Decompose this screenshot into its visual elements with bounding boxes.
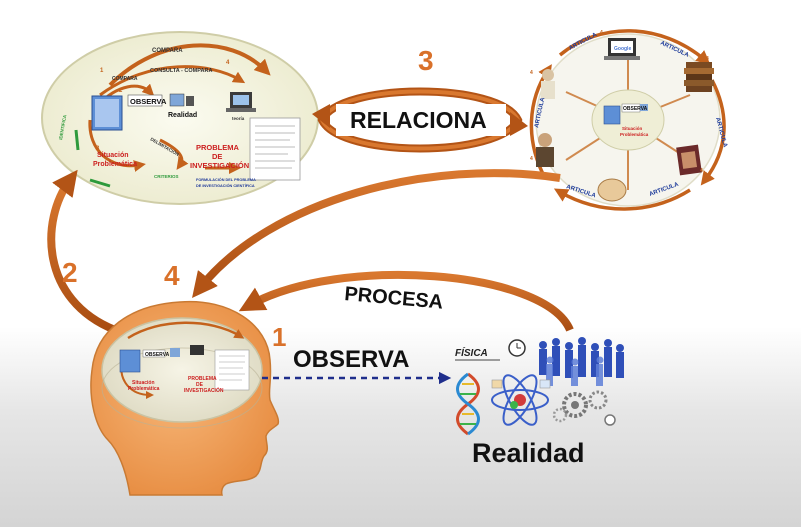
- pm-problema-line2: DE: [212, 152, 222, 161]
- relaciona-label: RELACIONA: [350, 107, 487, 133]
- arrow-procesa: [238, 270, 574, 332]
- rm-num-4e: 4: [530, 156, 533, 162]
- realidad-collage: FÍSICA: [455, 337, 624, 468]
- pm-num-2: 2: [119, 88, 123, 94]
- pm-realidad-label: Realidad: [168, 112, 197, 119]
- relation-map: [529, 29, 726, 211]
- relaciona-double-arrow: RELACIONA: [312, 87, 528, 153]
- arrow-step-4: [192, 169, 561, 299]
- pm-identifica-label: IDENTIFICA: [58, 114, 67, 140]
- step-3-number: 3: [418, 45, 434, 76]
- rm-observa-label: OBSERVA: [623, 106, 648, 112]
- fisica-label: FÍSICA: [455, 346, 488, 359]
- rm-situacion-line1: Situación: [622, 126, 643, 131]
- step-4-number: 4: [164, 260, 180, 291]
- pm-compara-small-label: COMPARA: [112, 76, 138, 82]
- observa-label: OBSERVA: [293, 346, 409, 373]
- rm-google-label: Google: [614, 46, 631, 52]
- pm-problema-line1: PROBLEMA: [196, 143, 240, 152]
- pm-compara-label: COMPARA: [152, 48, 183, 54]
- head-problema-line2: DE: [196, 382, 204, 388]
- process-map-texts: COMPARA CONSULTA - COMPARA COMPARA OBSER…: [58, 48, 256, 188]
- pm-problema-line3: INVESTIGACIÓN: [190, 161, 249, 170]
- rm-num-4b: 4: [706, 56, 709, 62]
- pm-teoria-label: teoría: [232, 116, 245, 121]
- pm-observa-label: OBSERVA: [130, 97, 167, 106]
- head-silhouette: PROBLEMA DE INVESTIGACIÓN Situación Prob…: [90, 300, 280, 496]
- step-2-number: 2: [62, 257, 78, 288]
- rm-num-4a: 4: [600, 30, 603, 36]
- head-situacion-line2: Problemática: [128, 386, 160, 392]
- pm-situacion-line1: Situación: [97, 152, 129, 159]
- pm-num-1: 1: [100, 68, 104, 74]
- step-1-number: 1: [272, 322, 286, 352]
- pm-num-5: 5: [178, 156, 182, 162]
- head-observa-label: OBSERVA: [145, 352, 170, 358]
- head-problema-line1: PROBLEMA: [188, 376, 217, 382]
- rm-num-4d: 4: [530, 70, 533, 76]
- head-problema-line3: INVESTIGACIÓN: [184, 386, 224, 394]
- head-situacion-line1: Situación: [132, 380, 155, 386]
- pm-formulacion-line2: DE INVESTIGACIÓN CIENTÍFICA: [196, 183, 255, 188]
- arrow-step-2: [47, 169, 117, 334]
- pm-criterios-label: CRITERIOS: [154, 174, 179, 179]
- procesa-label: PROCESA: [344, 283, 444, 314]
- realidad-label: Realidad: [472, 438, 585, 468]
- pm-formulacion-line1: FORMULACIÓN DEL PROBLEMA: [196, 177, 256, 182]
- pm-num-4: 4: [226, 60, 230, 66]
- pm-consulta-compara-label: CONSULTA - COMPARA: [150, 68, 212, 74]
- process-map-ellipse: [41, 31, 319, 205]
- pm-num-3: 3: [96, 146, 100, 152]
- rm-situacion-line2: Problemática: [620, 132, 649, 137]
- pm-situacion-line2: Problemática: [93, 161, 137, 168]
- observa-arrow: OBSERVA: [262, 346, 452, 385]
- rm-num-4c: 4: [700, 168, 703, 174]
